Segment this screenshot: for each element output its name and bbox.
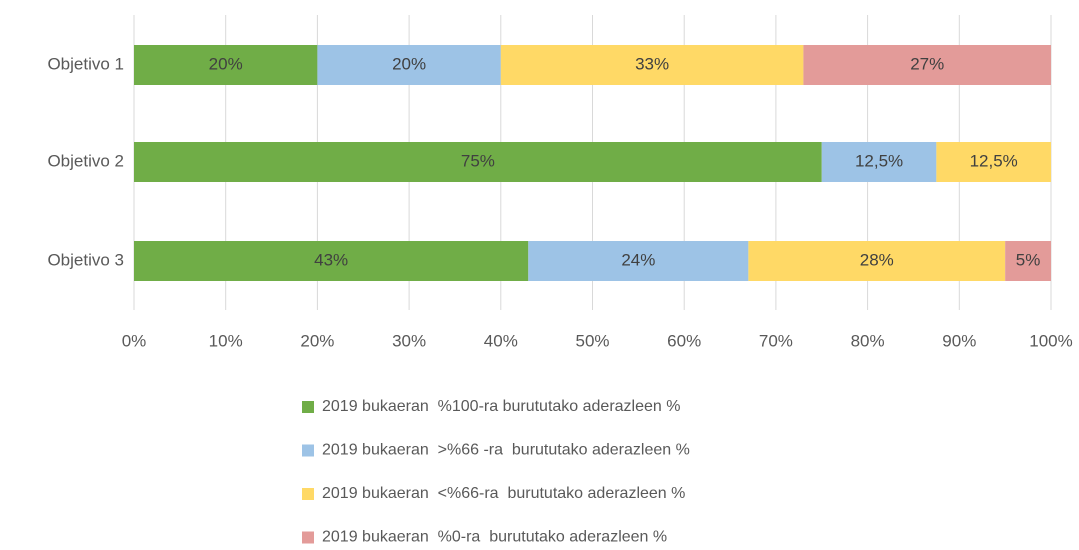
data-label: 5% bbox=[1016, 250, 1041, 269]
data-label: 33% bbox=[635, 54, 669, 73]
legend-label: 2019 bukaeran %0-ra burututako aderazlee… bbox=[322, 529, 667, 546]
x-tick-label: 20% bbox=[300, 331, 334, 350]
bar-segment bbox=[500, 45, 804, 85]
bar-segment bbox=[317, 45, 501, 85]
legend-swatch bbox=[302, 444, 314, 457]
bar-segment bbox=[803, 45, 1051, 85]
bar-segment bbox=[748, 241, 1006, 281]
x-tick-label: 70% bbox=[759, 331, 793, 350]
x-tick-label: 100% bbox=[1029, 331, 1072, 350]
data-label: 75% bbox=[461, 151, 495, 170]
y-tick-label: Objetivo 2 bbox=[47, 151, 124, 170]
legend-label: 2019 bukaeran >%66 -ra burututako aderaz… bbox=[322, 442, 690, 459]
x-tick-label: 80% bbox=[851, 331, 885, 350]
data-label: 20% bbox=[209, 54, 243, 73]
x-tick-label: 60% bbox=[667, 331, 701, 350]
y-tick-label: Objetivo 1 bbox=[47, 54, 124, 73]
bar-segment bbox=[821, 142, 937, 182]
bar-segment bbox=[1005, 241, 1051, 281]
data-label: 28% bbox=[860, 250, 894, 269]
bar-segment bbox=[134, 241, 529, 281]
legend-swatch bbox=[302, 401, 314, 413]
x-tick-label: 10% bbox=[209, 331, 243, 350]
legend-label: 2019 bukaeran %100-ra burututako aderazl… bbox=[322, 398, 680, 415]
data-label: 43% bbox=[314, 250, 348, 269]
legend-swatch bbox=[302, 488, 314, 500]
x-tick-label: 40% bbox=[484, 331, 518, 350]
x-tick-label: 0% bbox=[122, 331, 147, 350]
x-tick-label: 50% bbox=[575, 331, 609, 350]
data-label: 12,5% bbox=[855, 151, 903, 170]
bar-segment bbox=[134, 45, 318, 85]
x-tick-label: 90% bbox=[942, 331, 976, 350]
bar-segment bbox=[528, 241, 749, 281]
bar-segment bbox=[134, 142, 822, 182]
y-tick-label: Objetivo 3 bbox=[47, 250, 124, 269]
data-label: 24% bbox=[621, 250, 655, 269]
data-label: 20% bbox=[392, 54, 426, 73]
bar-segment bbox=[936, 142, 1051, 182]
data-label: 12,5% bbox=[970, 151, 1018, 170]
x-tick-label: 30% bbox=[392, 331, 426, 350]
legend-swatch bbox=[302, 531, 314, 544]
data-label: 27% bbox=[910, 54, 944, 73]
legend-label: 2019 bukaeran <%66-ra burututako aderazl… bbox=[322, 485, 685, 502]
